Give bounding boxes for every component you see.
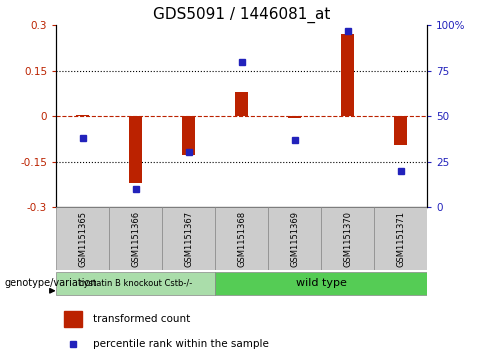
Text: percentile rank within the sample: percentile rank within the sample: [93, 339, 269, 349]
Bar: [341, 34, 354, 116]
Bar: [56, 272, 215, 295]
Bar: [63, 311, 82, 327]
Text: GSM1151371: GSM1151371: [396, 211, 405, 267]
Text: GSM1151370: GSM1151370: [343, 211, 352, 267]
Text: genotype/variation: genotype/variation: [5, 278, 98, 288]
Bar: [374, 207, 427, 270]
Bar: [268, 207, 321, 270]
Bar: [56, 207, 109, 270]
Bar: [321, 207, 374, 270]
Text: transformed count: transformed count: [93, 314, 190, 324]
Bar: [76, 115, 89, 116]
Text: GSM1151369: GSM1151369: [290, 211, 299, 267]
Text: cystatin B knockout Cstb-/-: cystatin B knockout Cstb-/-: [79, 279, 192, 287]
Title: GDS5091 / 1446081_at: GDS5091 / 1446081_at: [153, 7, 330, 23]
Bar: [162, 207, 215, 270]
Bar: [215, 207, 268, 270]
Bar: [394, 116, 407, 145]
Text: GSM1151368: GSM1151368: [237, 211, 246, 267]
Bar: [182, 116, 195, 155]
Text: GSM1151366: GSM1151366: [131, 211, 140, 267]
Bar: [288, 116, 301, 118]
Bar: [215, 272, 427, 295]
Text: GSM1151367: GSM1151367: [184, 211, 193, 267]
Text: wild type: wild type: [296, 278, 346, 288]
Text: GSM1151365: GSM1151365: [78, 211, 87, 267]
Bar: [109, 207, 162, 270]
Bar: [129, 116, 142, 183]
Bar: [235, 92, 248, 116]
